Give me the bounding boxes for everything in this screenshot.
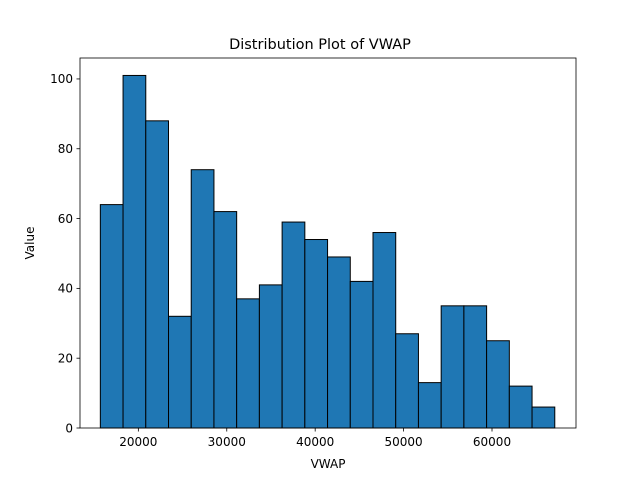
- x-tick-label-3: 40000: [296, 435, 334, 449]
- y-tick-label-5: 80: [58, 142, 73, 156]
- histogram-bar-8: [258, 284, 283, 429]
- histogram-bar-17: [463, 305, 488, 429]
- y-tick-label-2: 20: [58, 351, 73, 365]
- x-tick-label-5: 60000: [473, 435, 511, 449]
- histogram-bar-5: [190, 169, 215, 429]
- histogram-bar-16: [440, 305, 465, 429]
- y-tick-label-1: 0: [65, 421, 73, 435]
- histogram-bar-9: [281, 221, 306, 429]
- x-tick-label-4: 50000: [384, 435, 422, 449]
- y-tick-label-3: 40: [58, 282, 73, 296]
- y-tick-label-6: 100: [50, 72, 73, 86]
- plot-area-frame: [79, 57, 577, 429]
- histogram-bar-10: [304, 239, 329, 429]
- histogram-bar-11: [327, 256, 351, 429]
- x-tick-label-2: 30000: [208, 435, 246, 449]
- histogram-bar-19: [508, 385, 533, 429]
- y-axis-label: Value: [23, 227, 37, 260]
- histogram-bar-18: [486, 340, 510, 429]
- y-tick-label-4: 60: [58, 212, 73, 226]
- x-axis-label: VWAP: [311, 457, 346, 471]
- x-axis-ticks: 20000 30000 40000 50000 60000: [119, 428, 511, 449]
- histogram-bar-6: [213, 211, 238, 429]
- bars-group: [99, 74, 556, 429]
- histogram-bar-1: [99, 204, 124, 429]
- y-axis-ticks: 0 20 40 60 80 100: [50, 72, 80, 435]
- histogram-bar-20: [531, 406, 556, 429]
- histogram-bar-4: [168, 315, 192, 429]
- histogram-bar-3: [145, 120, 170, 429]
- histogram-bar-7: [236, 298, 260, 429]
- x-tick-label-1: 20000: [119, 435, 157, 449]
- histogram-bar-15: [417, 382, 442, 429]
- histogram-bar-14: [395, 333, 419, 429]
- chart-title: Distribution Plot of VWAP: [229, 37, 411, 53]
- histogram-bar-12: [349, 280, 374, 429]
- histogram-bar-2: [122, 74, 147, 429]
- histogram-bar-13: [372, 232, 397, 429]
